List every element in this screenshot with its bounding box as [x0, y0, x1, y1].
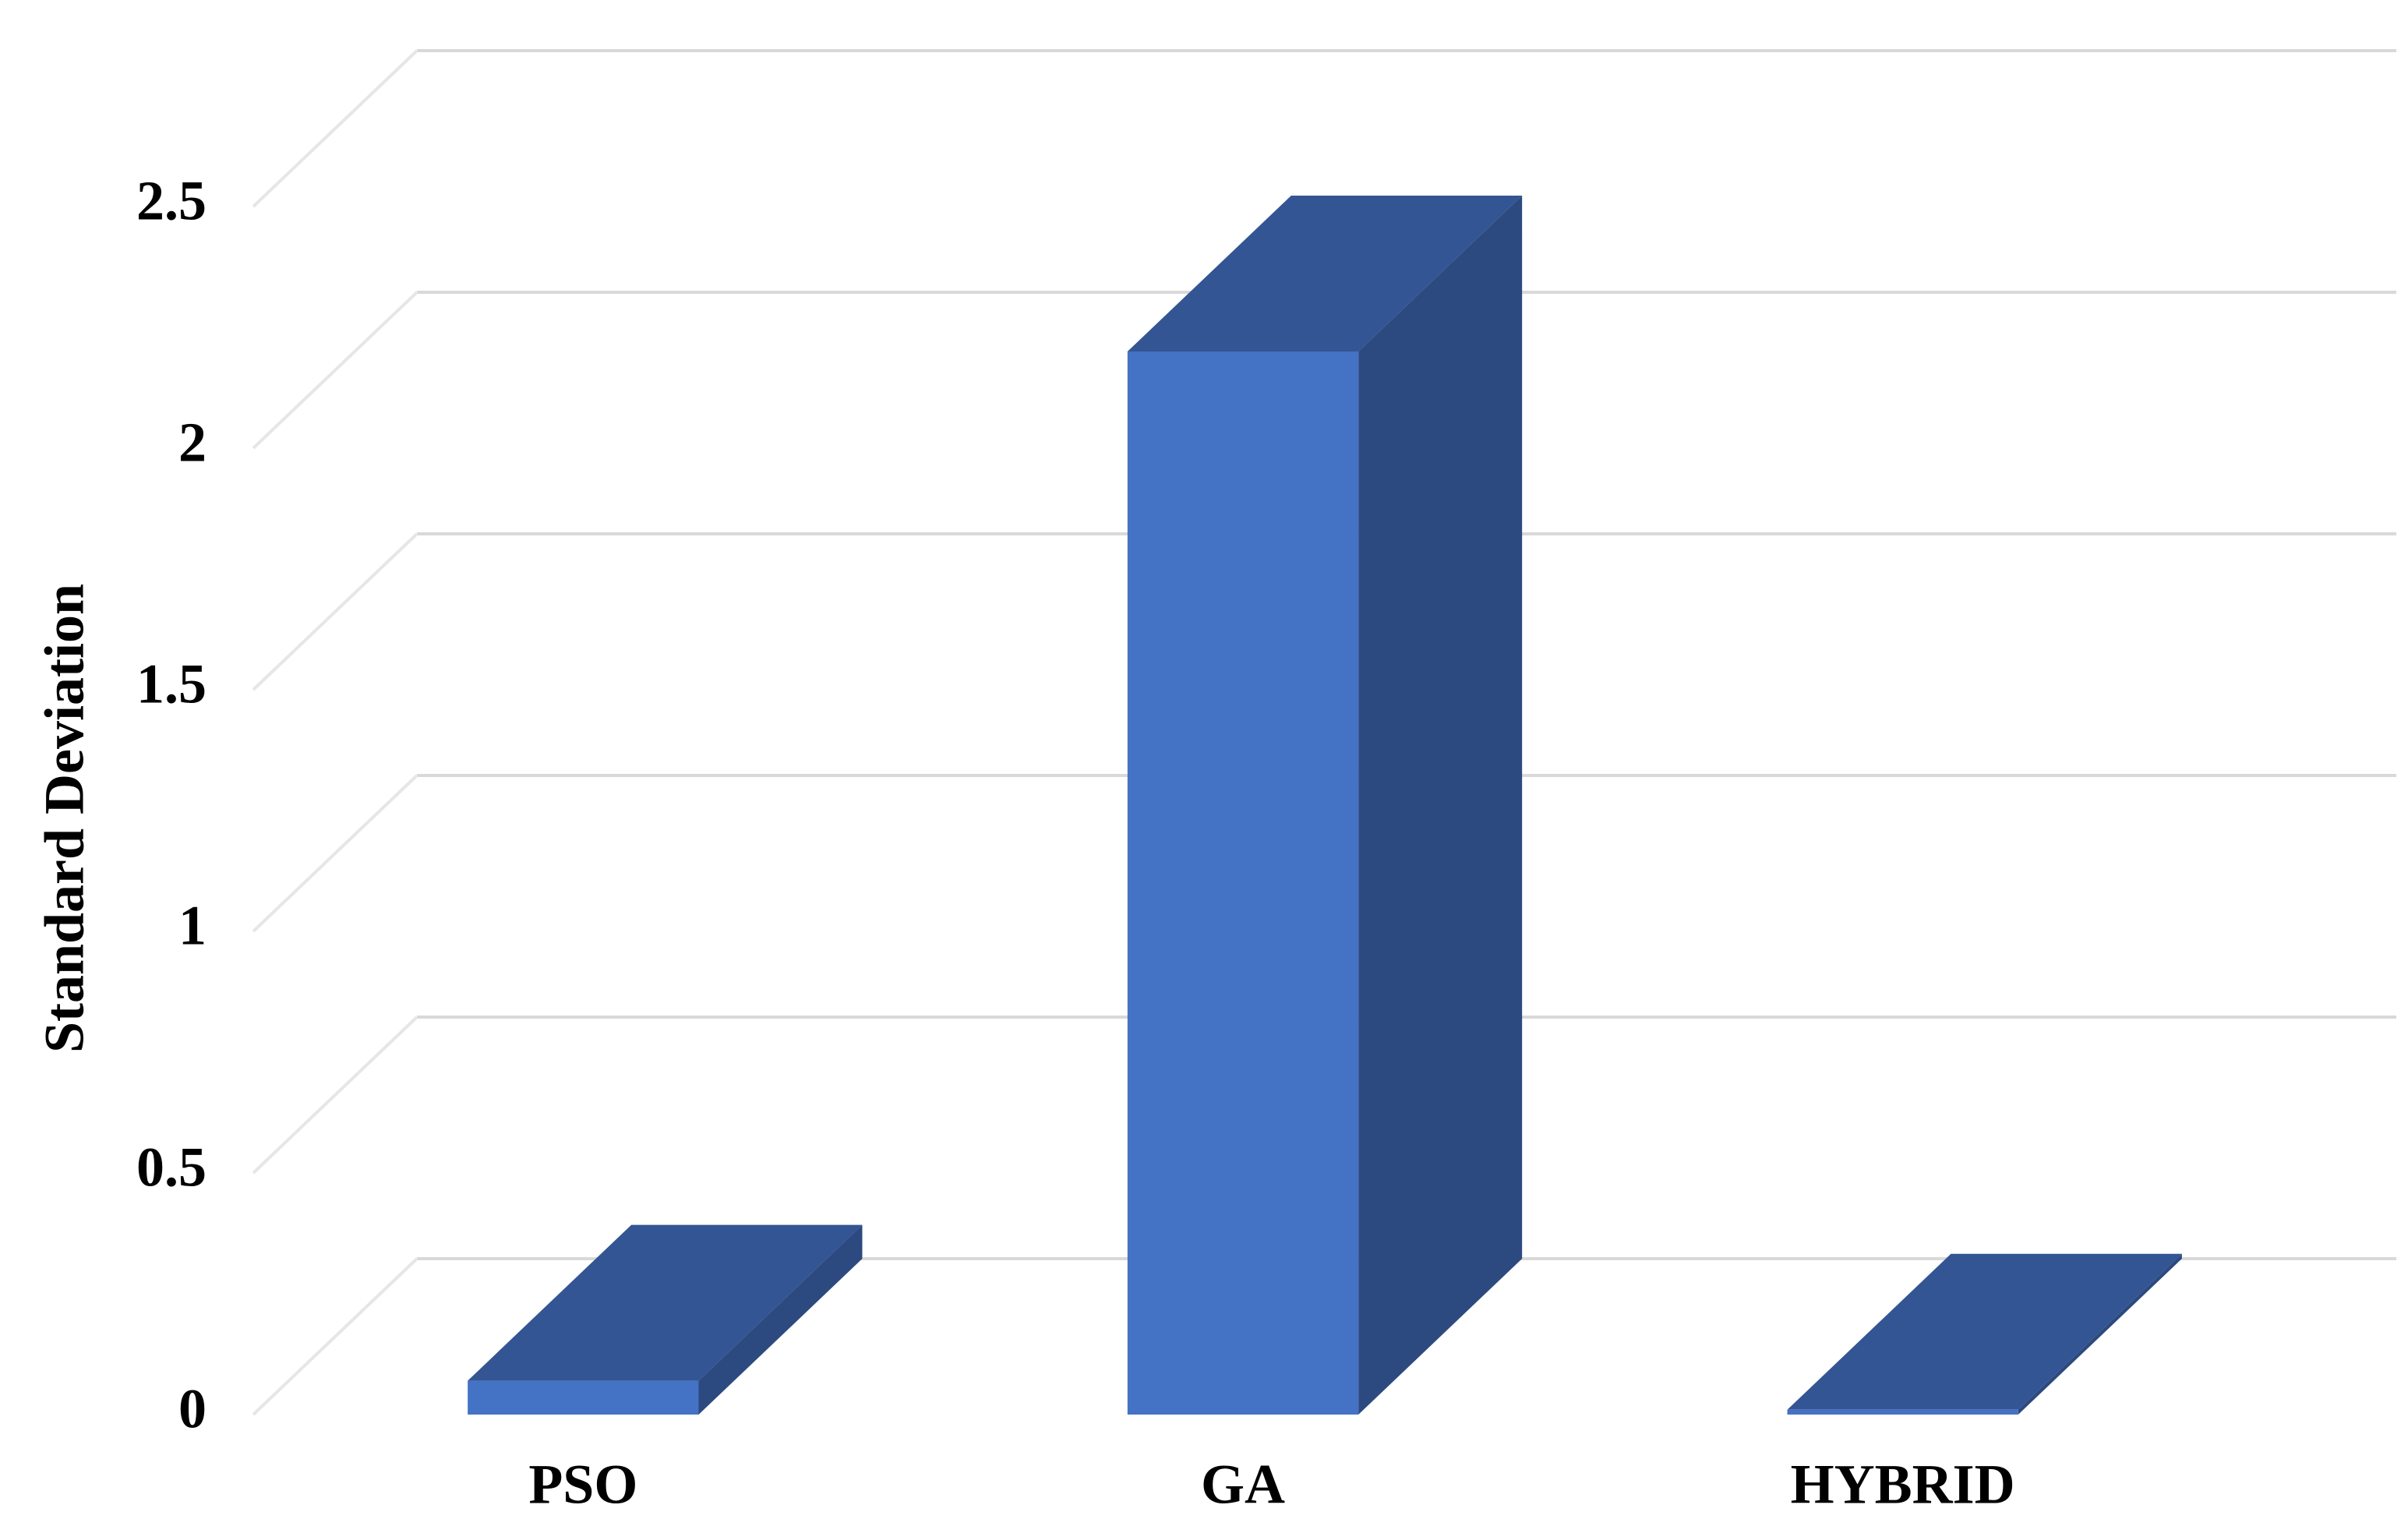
bar: [1127, 351, 1359, 1415]
grid-line-floor: [252, 532, 418, 691]
grid-line-floor: [252, 1257, 418, 1416]
grid-line-floor: [252, 49, 418, 208]
bar-side: [698, 1224, 863, 1415]
y-axis-title: Standard Deviation: [34, 584, 96, 1053]
grid-line-floor: [252, 774, 418, 933]
x-tick-label: HYBRID: [1791, 1454, 2015, 1516]
bar-side: [2018, 1253, 2182, 1415]
bar-side: [1358, 196, 1523, 1415]
y-tick-label: 1: [178, 895, 207, 957]
bar: [1787, 1409, 2018, 1415]
bar-top: [1127, 196, 1523, 351]
y-tick-label: 1.5: [136, 653, 207, 715]
bar: [468, 1380, 699, 1415]
y-tick-label: 2: [178, 412, 207, 474]
grid-line-floor: [252, 291, 418, 450]
y-tick-label: 0: [178, 1378, 207, 1440]
y-tick-label: 0.5: [136, 1136, 207, 1199]
grid-line-floor: [252, 1016, 418, 1175]
bar-top: [468, 1224, 863, 1381]
bar-top: [1787, 1253, 2182, 1410]
x-tick-label: GA: [1201, 1454, 1285, 1516]
x-tick-label: PSO: [528, 1454, 637, 1516]
y-tick-label: 2.5: [136, 170, 207, 232]
